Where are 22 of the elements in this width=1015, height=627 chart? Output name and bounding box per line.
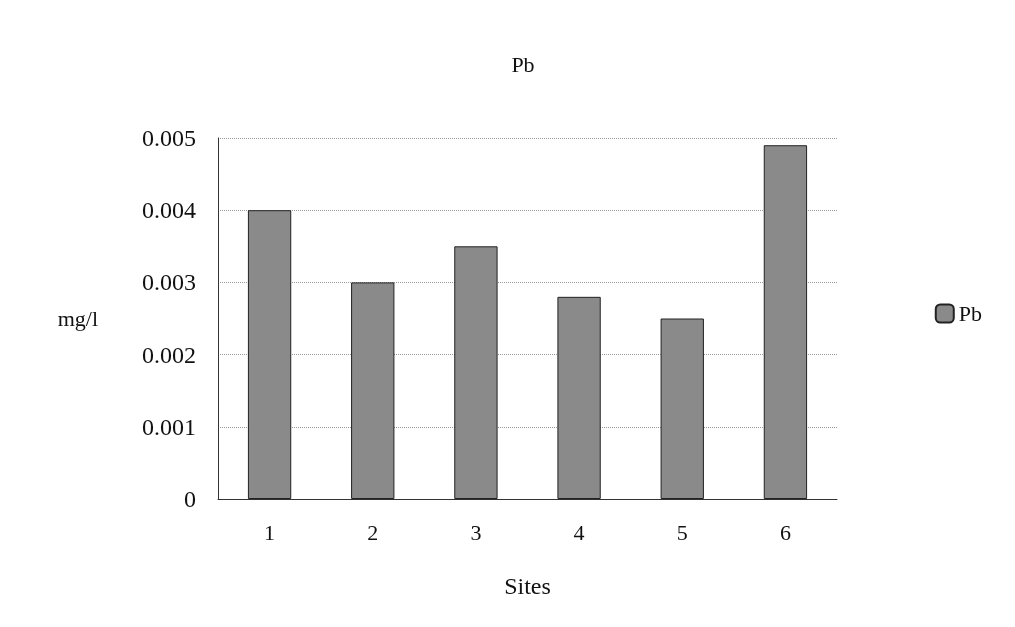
bar	[351, 282, 395, 499]
x-axis-title: Sites	[504, 573, 551, 599]
x-tick-label: 6	[779, 519, 791, 545]
x-tick-label: 3	[470, 519, 482, 545]
y-axis-title: mg/l	[57, 306, 98, 331]
y-tick-label: 0.004	[142, 197, 196, 224]
y-tick-label: 0.005	[142, 125, 196, 151]
chart-title: Pb	[511, 51, 535, 77]
x-tick-label: 1	[264, 519, 276, 545]
y-tick-label: 0.002	[142, 341, 196, 368]
bar	[454, 246, 498, 499]
bar	[557, 296, 601, 499]
y-tick-label: 0.003	[142, 269, 196, 296]
bar	[247, 210, 292, 499]
x-tick-label: 5	[676, 519, 688, 545]
y-tick-label: 0.001	[142, 413, 196, 440]
bar	[763, 145, 808, 499]
legend-label: Pb	[958, 301, 983, 326]
y-tick-label: 0	[184, 486, 196, 512]
bar	[660, 318, 704, 499]
x-tick-label: 4	[573, 519, 585, 545]
x-tick-label: 2	[367, 519, 379, 545]
